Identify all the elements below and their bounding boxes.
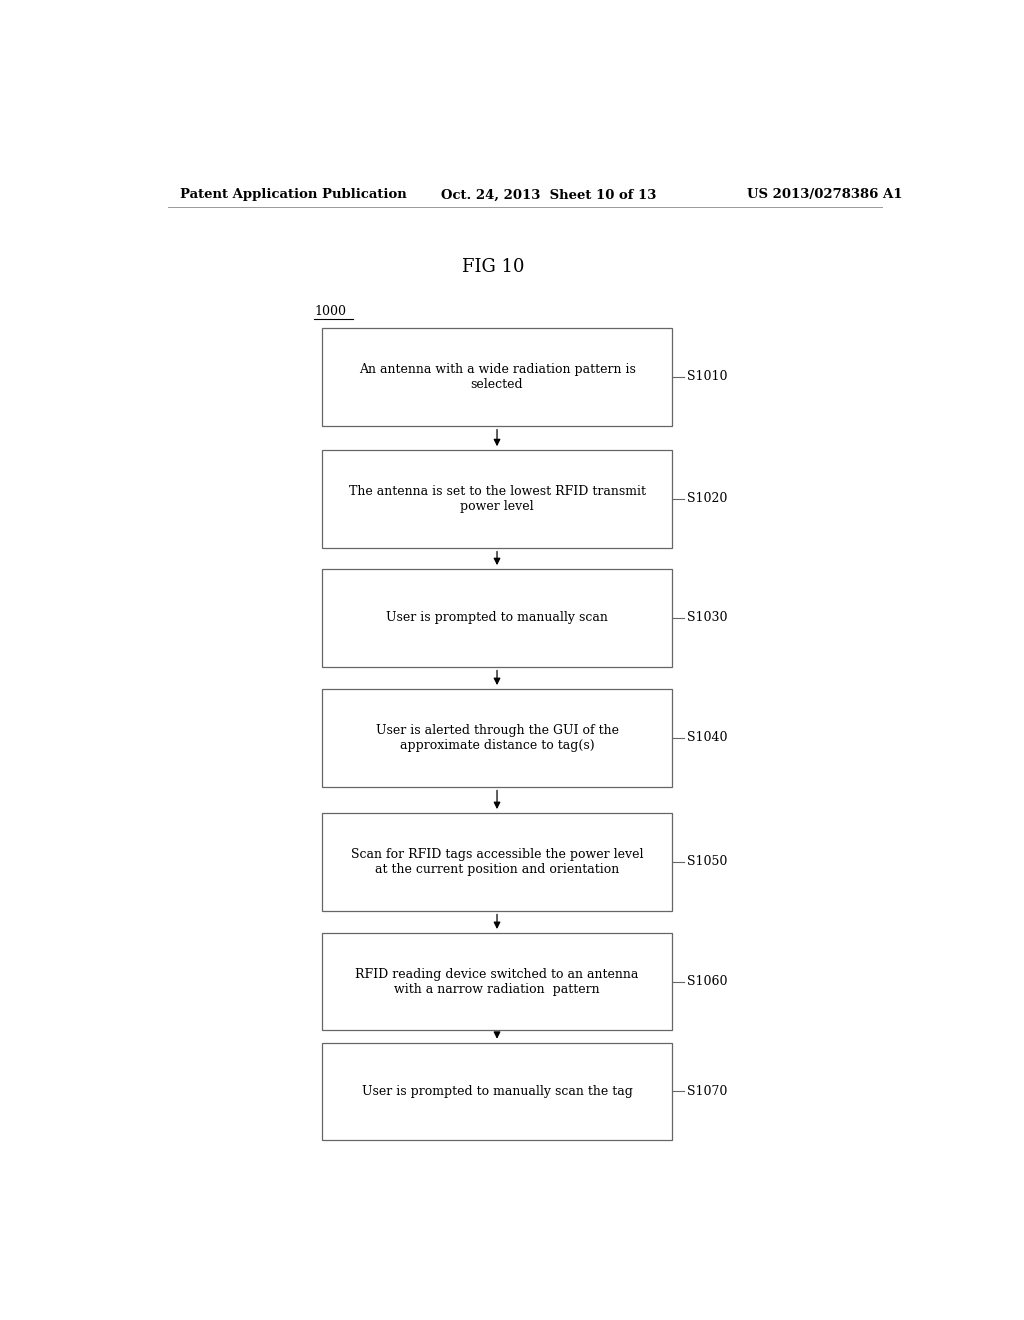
Bar bbox=[323, 450, 672, 548]
Text: RFID reading device switched to an antenna
with a narrow radiation  pattern: RFID reading device switched to an anten… bbox=[355, 968, 639, 995]
Bar bbox=[323, 1043, 672, 1140]
Bar bbox=[323, 933, 672, 1031]
Text: S1010: S1010 bbox=[687, 371, 727, 383]
Text: US 2013/0278386 A1: US 2013/0278386 A1 bbox=[748, 189, 902, 202]
Text: Patent Application Publication: Patent Application Publication bbox=[179, 189, 407, 202]
Text: S1040: S1040 bbox=[687, 731, 727, 744]
Bar bbox=[323, 329, 672, 426]
Text: An antenna with a wide radiation pattern is
selected: An antenna with a wide radiation pattern… bbox=[358, 363, 636, 391]
Text: S1020: S1020 bbox=[687, 492, 727, 506]
Text: 1000: 1000 bbox=[314, 305, 346, 318]
Text: S1050: S1050 bbox=[687, 855, 727, 869]
Text: User is prompted to manually scan: User is prompted to manually scan bbox=[386, 611, 608, 624]
Text: FIG 10: FIG 10 bbox=[462, 259, 524, 276]
Text: The antenna is set to the lowest RFID transmit
power level: The antenna is set to the lowest RFID tr… bbox=[348, 484, 645, 513]
Text: Scan for RFID tags accessible the power level
at the current position and orient: Scan for RFID tags accessible the power … bbox=[351, 847, 643, 875]
Text: S1060: S1060 bbox=[687, 975, 727, 989]
Text: S1030: S1030 bbox=[687, 611, 727, 624]
Text: Oct. 24, 2013  Sheet 10 of 13: Oct. 24, 2013 Sheet 10 of 13 bbox=[441, 189, 656, 202]
Text: S1070: S1070 bbox=[687, 1085, 727, 1098]
Bar bbox=[323, 689, 672, 787]
Text: User is prompted to manually scan the tag: User is prompted to manually scan the ta… bbox=[361, 1085, 633, 1098]
Bar bbox=[323, 813, 672, 911]
Bar bbox=[323, 569, 672, 667]
Text: User is alerted through the GUI of the
approximate distance to tag(s): User is alerted through the GUI of the a… bbox=[376, 723, 618, 752]
